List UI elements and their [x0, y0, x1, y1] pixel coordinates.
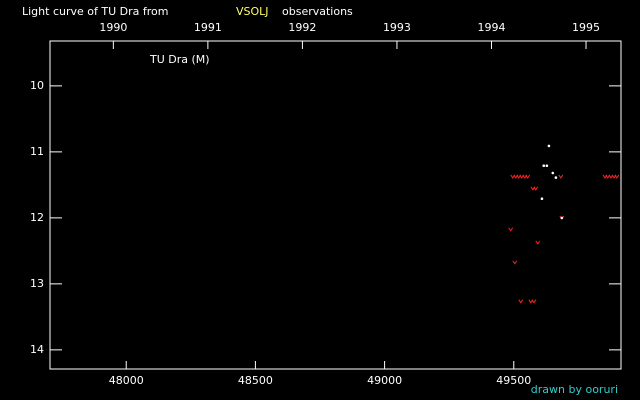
- point: [547, 144, 551, 148]
- y-tick-label: 14: [30, 343, 44, 356]
- x-tick-label: 48000: [109, 374, 144, 387]
- x2-tick-label: 1991: [194, 21, 222, 34]
- y-tick-label: 13: [30, 277, 44, 290]
- x2-tick-label: 1994: [477, 21, 505, 34]
- x-tick-label: 49000: [367, 374, 402, 387]
- point: [525, 174, 531, 179]
- point: [614, 174, 620, 179]
- point: [560, 216, 564, 220]
- y-tick-label: 12: [30, 211, 44, 224]
- point: [508, 227, 514, 232]
- point: [551, 171, 555, 175]
- x2-tick-label: 1990: [99, 21, 127, 34]
- x2-tick-label: 1995: [572, 21, 600, 34]
- chart-title: Light curve of TU Dra from: [22, 5, 168, 18]
- x-tick-label: 49500: [496, 374, 531, 387]
- series-label: TU Dra (M): [149, 53, 210, 66]
- chart-title-suffix: observations: [282, 5, 353, 18]
- x2-tick-label: 1993: [383, 21, 411, 34]
- credit: drawn by ooruri: [531, 383, 618, 396]
- point: [535, 240, 541, 245]
- point: [540, 197, 544, 201]
- point: [558, 174, 564, 179]
- chart-source: VSOLJ: [236, 5, 269, 18]
- x-tick-label: 48500: [238, 374, 273, 387]
- point: [542, 164, 546, 168]
- point: [533, 186, 539, 191]
- point: [545, 164, 549, 168]
- point: [512, 260, 518, 265]
- point: [518, 299, 524, 304]
- y-tick-label: 11: [30, 145, 44, 158]
- point: [554, 176, 558, 179]
- point: [531, 299, 537, 304]
- x2-tick-label: 1992: [288, 21, 316, 34]
- plot-frame: [49, 40, 622, 370]
- y-tick-label: 10: [30, 79, 44, 92]
